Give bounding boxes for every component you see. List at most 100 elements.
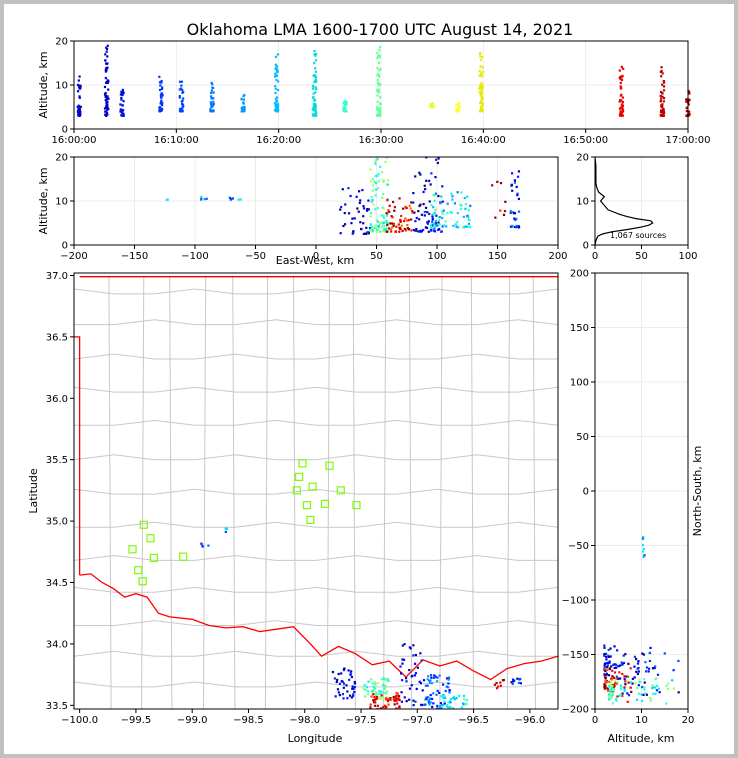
time-point-4-14 — [181, 104, 185, 107]
map-point-2-47 — [392, 698, 396, 701]
map-point-4-36 — [425, 696, 428, 699]
ew-point-7-47 — [441, 212, 444, 215]
ew-point-7-27 — [434, 224, 437, 227]
map-point-0-37 — [346, 697, 349, 700]
ns-point-3-0 — [655, 689, 659, 692]
ew-point-4-68 — [377, 224, 380, 227]
time-point-2-18 — [122, 108, 125, 112]
ns-point-1-14 — [611, 683, 614, 687]
time-point-10-20 — [378, 75, 381, 78]
ew-point-3-31 — [350, 222, 353, 225]
map-point-3-24 — [410, 675, 413, 678]
ew-point-7-49 — [442, 224, 446, 227]
map-point-5-13 — [449, 700, 452, 703]
time-point-7-44 — [275, 100, 278, 103]
map-point-2-28 — [375, 695, 379, 699]
ns-point-2-22 — [651, 686, 654, 690]
ew-point-3-21 — [364, 232, 367, 235]
time-point-7-12 — [274, 55, 278, 58]
p4-x-tick-label-4: −98.0 — [289, 715, 320, 726]
map-point-4-58 — [445, 677, 449, 680]
ns-point-0-76 — [631, 677, 634, 680]
ns-point-1-40 — [623, 675, 626, 678]
map-point-0-11 — [350, 675, 354, 679]
ew-point-3-38 — [352, 230, 355, 233]
ew-point-6-30 — [430, 172, 433, 175]
time-point-14-6 — [620, 78, 624, 82]
ew-point-4-69 — [383, 227, 386, 230]
ns-point-0-35 — [627, 694, 631, 697]
ns-point-2-62 — [653, 686, 656, 689]
map-point-0-29 — [336, 688, 340, 691]
map-point-3-22 — [420, 659, 423, 662]
time-point-2-11 — [119, 110, 122, 113]
time-point-2-16 — [120, 90, 123, 93]
ew-point-4-28 — [373, 180, 376, 183]
p1-x-tick-label-6: 17:00:00 — [666, 135, 711, 146]
map-point-5-28 — [449, 697, 453, 700]
ew-point-6-32 — [428, 212, 431, 216]
time-point-11-5 — [432, 105, 435, 108]
map-point-0-27 — [338, 693, 341, 697]
time-point-1-47 — [104, 99, 107, 102]
map-point-3-4 — [420, 703, 423, 707]
ew-point-6-54 — [425, 179, 428, 182]
time-point-2-23 — [122, 100, 125, 103]
map-point-4-9 — [433, 674, 436, 677]
map-point-4-4 — [436, 676, 439, 679]
ew-point-7-64 — [456, 212, 459, 215]
ew-point-3-0 — [340, 205, 343, 209]
ew-point-3-12 — [351, 232, 354, 235]
ew-point-4-21 — [376, 158, 379, 161]
ew-point-4-35 — [382, 216, 385, 219]
ew-point-3-44 — [362, 222, 365, 225]
ew-point-6-38 — [412, 201, 415, 204]
ew-point-4-20 — [379, 222, 382, 225]
ew-point-9-21 — [511, 224, 514, 227]
map-point-4-25 — [445, 685, 448, 688]
time-point-0-10 — [76, 105, 79, 109]
county-line-v-1 — [141, 275, 145, 709]
map-point-4-56 — [447, 682, 450, 685]
county-line-h-3 — [74, 386, 558, 393]
ew-point-6-48 — [435, 214, 438, 217]
ew-point-7-54 — [456, 220, 459, 223]
ns-point-1-22 — [604, 681, 607, 684]
p2-x-tick-label-5: 50 — [370, 251, 383, 262]
time-point-10-52 — [376, 81, 379, 84]
time-point-2-2 — [119, 108, 122, 111]
p4-x-tick-label-2: −99.0 — [177, 715, 208, 726]
time-point-16-24 — [688, 113, 691, 116]
county-boundaries — [74, 275, 558, 709]
time-point-1-50 — [105, 46, 108, 49]
p2-x-tick-label-4: 0 — [313, 251, 319, 262]
ns-point-0-59 — [612, 663, 615, 666]
time-point-3-25 — [160, 79, 163, 83]
ns-point-0-67 — [627, 662, 630, 665]
p2-y-tick-label-1: 10 — [55, 197, 68, 208]
ew-point-5-54 — [409, 207, 412, 210]
p3-y-tick-label-0: 0 — [583, 241, 589, 252]
map-point-7-7 — [510, 681, 513, 684]
ew-point-5-0 — [395, 225, 398, 228]
map-point-4-41 — [426, 678, 429, 681]
time-point-14-31 — [621, 110, 625, 113]
ns-point-0-29 — [619, 677, 622, 680]
map-point-4-57 — [441, 683, 445, 686]
map-point-3-6 — [400, 700, 404, 703]
ns-point-3-12 — [641, 652, 644, 655]
lma-station-7 — [320, 499, 330, 508]
ew-point-5-12 — [400, 214, 403, 218]
time-point-13-26 — [478, 84, 481, 87]
time-point-13-40 — [480, 75, 483, 78]
ns-point-2-32 — [609, 694, 612, 697]
map-point-1-46 — [372, 685, 375, 688]
ns-point-1-5 — [608, 680, 611, 684]
time-point-8-23 — [314, 59, 318, 62]
ns-point-2-2 — [619, 693, 622, 696]
time-point-5-3 — [212, 97, 215, 100]
ew-point-6-20 — [418, 171, 421, 174]
time-point-3-21 — [160, 103, 164, 107]
ns-point-4-5 — [642, 535, 645, 539]
map-point-5-22 — [451, 707, 455, 709]
